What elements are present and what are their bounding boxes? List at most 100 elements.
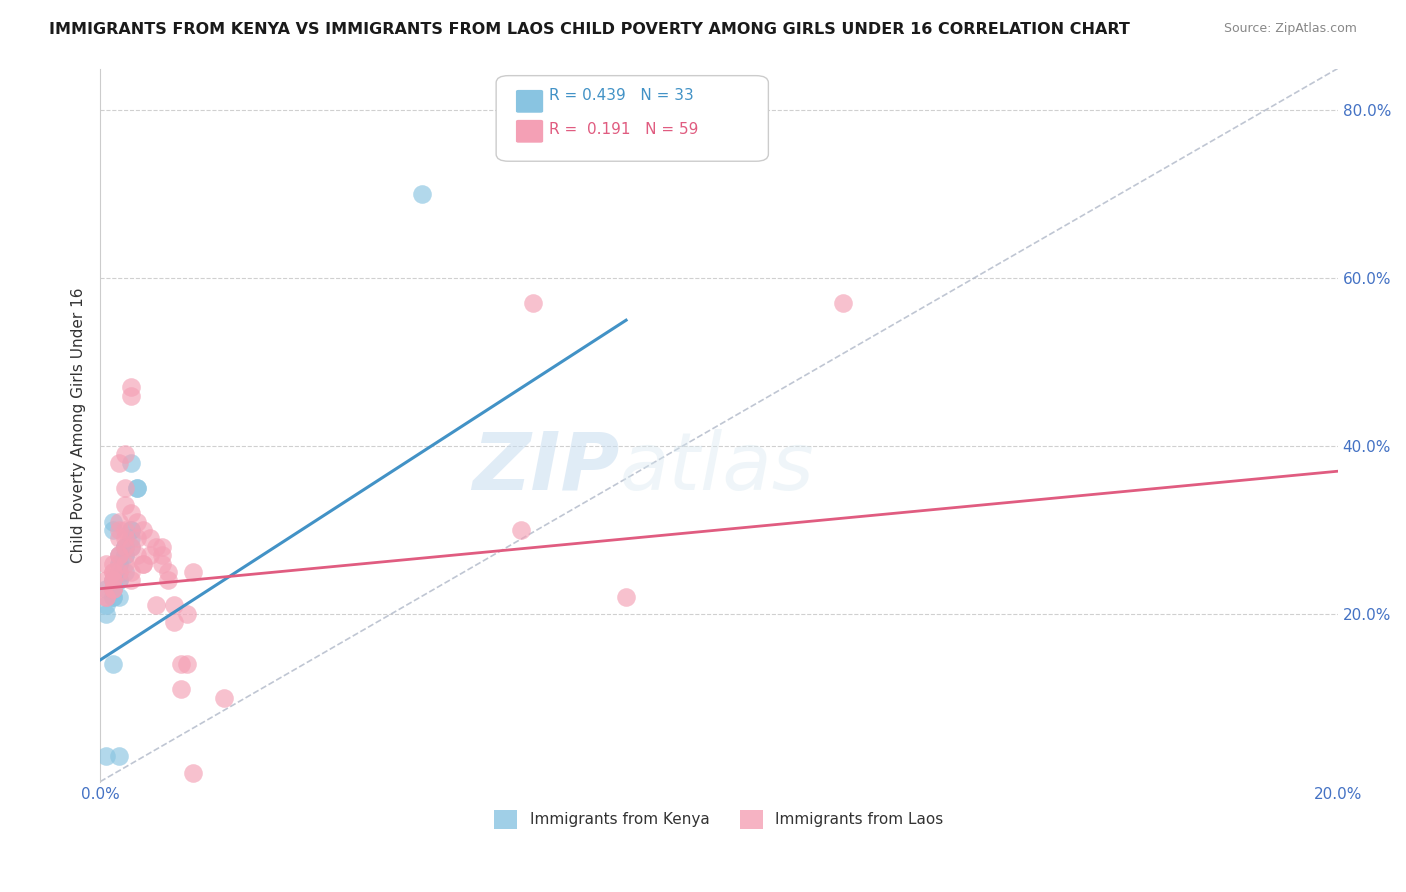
Point: [120, 540, 142, 554]
Point: [114, 548, 136, 562]
Point: [114, 540, 136, 554]
Text: IMMIGRANTS FROM KENYA VS IMMIGRANTS FROM LAOS CHILD POVERTY AMONG GIRLS UNDER 16: IMMIGRANTS FROM KENYA VS IMMIGRANTS FROM…: [49, 22, 1130, 37]
Point: [509, 523, 531, 537]
Text: Source: ZipAtlas.com: Source: ZipAtlas.com: [1223, 22, 1357, 36]
Point: [101, 574, 124, 588]
Text: ZIP: ZIP: [472, 429, 620, 507]
Point: [96, 574, 118, 588]
Point: [411, 187, 433, 202]
Point: [107, 557, 129, 571]
Point: [101, 582, 124, 596]
Point: [145, 599, 167, 613]
Point: [132, 523, 155, 537]
Text: atlas: atlas: [620, 429, 814, 507]
Point: [127, 532, 149, 546]
Point: [96, 590, 118, 604]
Point: [96, 607, 118, 621]
Point: [101, 657, 124, 672]
Point: [114, 532, 136, 546]
Point: [101, 582, 124, 596]
Point: [107, 574, 129, 588]
Point: [107, 557, 129, 571]
Point: [107, 565, 129, 579]
Point: [157, 574, 180, 588]
Point: [522, 296, 544, 310]
Point: [101, 523, 124, 537]
Point: [120, 506, 142, 520]
Point: [96, 599, 118, 613]
Point: [114, 481, 136, 495]
Point: [120, 389, 142, 403]
Point: [101, 582, 124, 596]
Point: [127, 548, 149, 562]
Point: [107, 565, 129, 579]
Point: [176, 657, 198, 672]
Point: [132, 557, 155, 571]
Point: [145, 540, 167, 554]
Point: [96, 590, 118, 604]
Point: [181, 565, 204, 579]
Point: [101, 565, 124, 579]
Point: [120, 523, 142, 537]
Point: [114, 498, 136, 512]
Point: [101, 590, 124, 604]
Point: [163, 615, 186, 630]
Point: [169, 682, 191, 697]
Point: [114, 523, 136, 537]
Point: [169, 657, 191, 672]
Point: [101, 590, 124, 604]
Point: [114, 447, 136, 461]
Point: [107, 548, 129, 562]
Point: [120, 456, 142, 470]
Point: [107, 749, 129, 764]
Point: [163, 599, 186, 613]
Point: [120, 540, 142, 554]
FancyBboxPatch shape: [496, 76, 769, 161]
Point: [831, 296, 853, 310]
Point: [120, 565, 142, 579]
Point: [107, 456, 129, 470]
Point: [107, 590, 129, 604]
Point: [114, 540, 136, 554]
Point: [96, 749, 118, 764]
Point: [114, 540, 136, 554]
Text: R =  0.191   N = 59: R = 0.191 N = 59: [550, 121, 699, 136]
Point: [212, 690, 235, 705]
Text: R = 0.439   N = 33: R = 0.439 N = 33: [550, 88, 695, 103]
Point: [150, 548, 173, 562]
Point: [176, 607, 198, 621]
Point: [107, 532, 129, 546]
Point: [120, 523, 142, 537]
Point: [107, 548, 129, 562]
Point: [114, 557, 136, 571]
Point: [107, 515, 129, 529]
FancyBboxPatch shape: [516, 90, 543, 112]
FancyBboxPatch shape: [516, 120, 543, 143]
Point: [127, 515, 149, 529]
Point: [101, 557, 124, 571]
Point: [96, 557, 118, 571]
Point: [150, 540, 173, 554]
Point: [114, 565, 136, 579]
Point: [132, 557, 155, 571]
Point: [614, 590, 637, 604]
Point: [181, 766, 204, 780]
Point: [107, 523, 129, 537]
Point: [96, 582, 118, 596]
Point: [114, 540, 136, 554]
Point: [101, 574, 124, 588]
Point: [114, 548, 136, 562]
Point: [120, 574, 142, 588]
Y-axis label: Child Poverty Among Girls Under 16: Child Poverty Among Girls Under 16: [72, 287, 86, 563]
Point: [120, 380, 142, 394]
Point: [138, 532, 160, 546]
Point: [107, 574, 129, 588]
Point: [120, 532, 142, 546]
Point: [107, 548, 129, 562]
Point: [157, 565, 180, 579]
Point: [101, 515, 124, 529]
Point: [127, 481, 149, 495]
Point: [127, 481, 149, 495]
Point: [101, 574, 124, 588]
Point: [150, 557, 173, 571]
